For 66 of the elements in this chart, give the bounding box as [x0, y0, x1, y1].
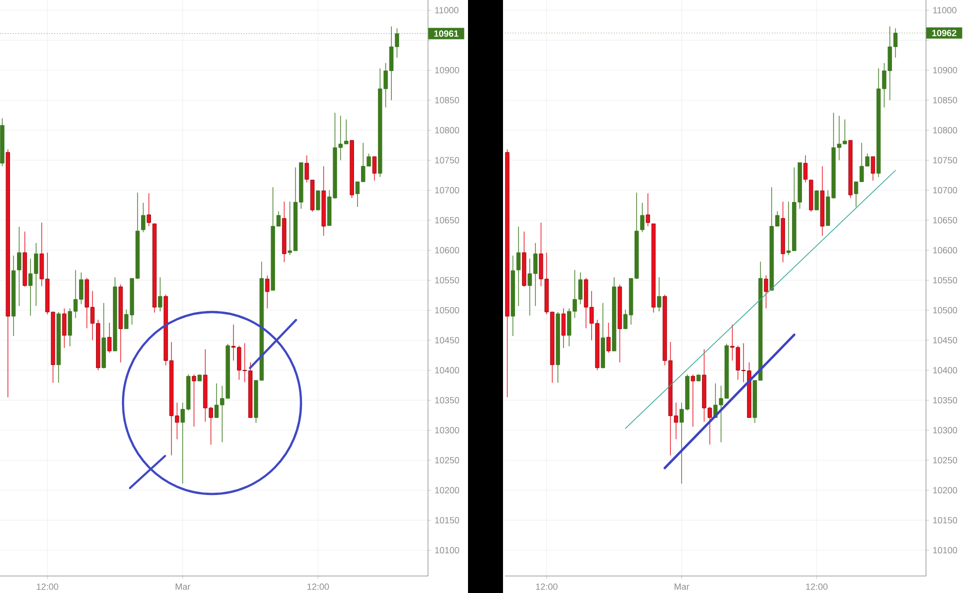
- x-tick-label: Mar: [674, 584, 690, 590]
- y-tick-label: 10850: [435, 97, 460, 104]
- y-tick-label: 10500: [933, 307, 958, 314]
- candlestick: [141, 202, 146, 233]
- y-tick-label: 10350: [933, 397, 958, 404]
- x-tick-label: Mar: [176, 584, 190, 590]
- y-tick-label: 10650: [933, 217, 958, 224]
- candlestick: [304, 155, 309, 183]
- candlestick: [62, 308, 66, 348]
- candlestick: [17, 226, 22, 306]
- ref-line-label: 10962: [932, 30, 956, 36]
- candlestick: [803, 155, 808, 183]
- candlestick: [764, 275, 768, 309]
- x-tick-label: 12:00: [806, 584, 828, 590]
- y-tick-label: 10900: [435, 67, 460, 74]
- candlestick: [146, 192, 151, 227]
- candlestick: [657, 276, 662, 312]
- x-tick-label: 12:00: [308, 584, 329, 590]
- y-tick-label: 11000: [933, 7, 956, 14]
- y-tick-label: 10700: [933, 187, 958, 194]
- y-tick-label: 10150: [933, 517, 958, 524]
- y-tick-label: 10750: [435, 157, 460, 164]
- y-tick-label: 10550: [435, 277, 460, 284]
- y-tick-label: 10100: [435, 547, 460, 554]
- y-tick-label: 10100: [933, 547, 958, 554]
- y-tick-label: 10400: [933, 367, 958, 374]
- y-tick-label: 10650: [435, 217, 460, 224]
- candlestick: [316, 190, 320, 210]
- y-tick-label: 10300: [933, 427, 958, 434]
- y-tick-label: 10700: [435, 187, 460, 194]
- y-tick-label: 10300: [435, 427, 460, 434]
- y-tick-label: 10850: [933, 97, 958, 104]
- y-tick-label: 10350: [435, 397, 460, 404]
- candlestick: [107, 322, 112, 354]
- y-tick-label: 11000: [435, 7, 458, 14]
- y-tick-label: 10550: [933, 277, 958, 284]
- y-tick-label: 10200: [933, 487, 958, 494]
- y-tick-label: 10800: [435, 127, 460, 134]
- candlestick: [516, 226, 521, 306]
- y-tick-label: 10500: [435, 307, 460, 314]
- y-tick-label: 10150: [435, 517, 460, 524]
- y-tick-label: 10450: [933, 337, 958, 344]
- x-tick-label: 12:00: [536, 584, 558, 590]
- y-tick-label: 10400: [435, 367, 460, 374]
- y-tick-label: 10250: [435, 457, 460, 464]
- ref-line-label: 10961: [434, 30, 458, 37]
- candlestick: [265, 275, 270, 309]
- candlestick: [372, 156, 377, 181]
- y-tick-label: 10750: [933, 157, 958, 164]
- x-tick-label: 12:00: [36, 584, 58, 590]
- y-tick-label: 10450: [435, 337, 460, 344]
- candlestick: [814, 190, 819, 210]
- candlestick: [192, 374, 196, 427]
- candlestick: [158, 276, 162, 312]
- candlestick: [640, 202, 644, 233]
- candlestick: [870, 156, 876, 181]
- y-tick-label: 10900: [933, 67, 958, 74]
- y-tick-label: 10600: [933, 247, 958, 254]
- y-tick-label: 10250: [933, 457, 958, 464]
- candlestick: [606, 322, 611, 354]
- candlestick: [561, 308, 566, 348]
- y-tick-label: 10200: [435, 487, 460, 494]
- candlestick: [690, 374, 696, 427]
- candlestick: [646, 192, 650, 227]
- y-tick-label: 10800: [933, 127, 958, 134]
- y-tick-label: 10600: [435, 247, 460, 254]
